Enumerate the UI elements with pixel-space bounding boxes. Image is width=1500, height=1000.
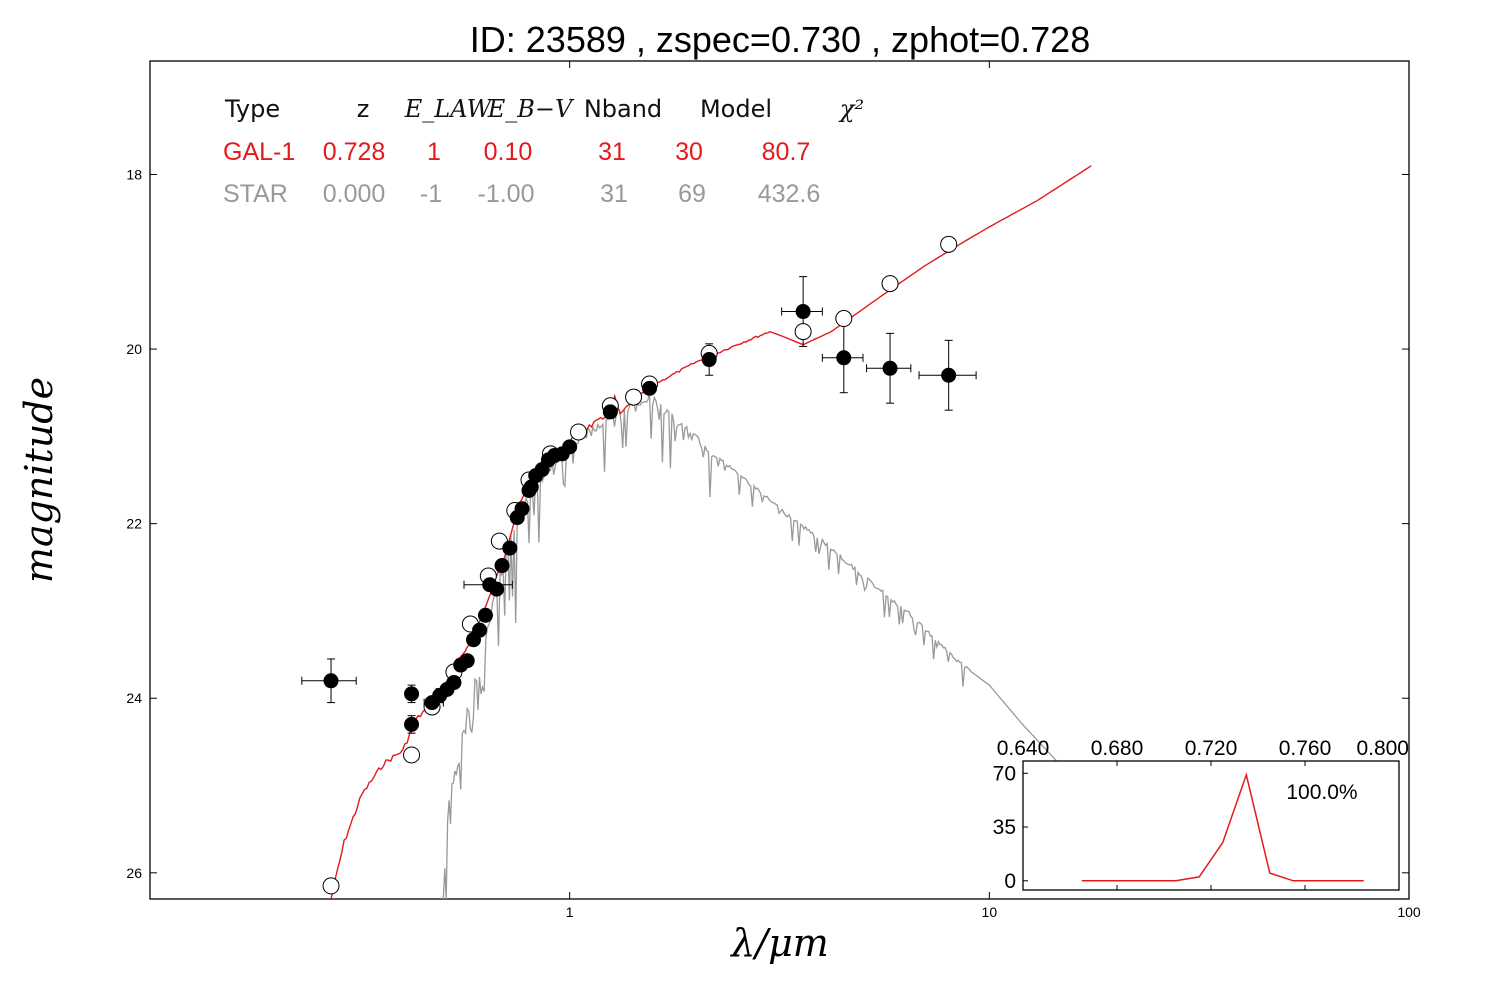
observed-point-30 [836, 350, 852, 366]
x-tick-label-2: 100 [1397, 904, 1421, 920]
y-tick-label-4: 26 [126, 865, 142, 881]
model-magnitude-point-16 [835, 310, 853, 328]
x-tick-label-1: 10 [982, 904, 998, 920]
plot-frame [149, 60, 1410, 900]
table-header-elaw: E_LAW [404, 95, 494, 123]
observed-point-19 [523, 479, 539, 495]
model-magnitude-point-15 [794, 323, 812, 341]
observed-point-29 [795, 304, 811, 320]
model-magnitude-point-1 [403, 746, 421, 764]
observed-point-15 [502, 540, 518, 556]
gal-row-ebv: 0.10 [484, 138, 533, 166]
y-tick-label-1: 20 [126, 341, 142, 357]
inset-pdf-line [1081, 772, 1364, 882]
gal-row-z: 0.728 [323, 138, 386, 166]
model-magnitude-point-0 [322, 877, 340, 895]
model-magnitude-point-12 [625, 388, 643, 406]
inset-y-tick-label-1: 35 [993, 816, 1016, 839]
star-row-nband: 31 [600, 180, 628, 208]
observed-point-27 [642, 380, 658, 396]
table-header-type: Type [224, 95, 280, 123]
inset-y-tick-label-2: 70 [993, 762, 1016, 785]
star-row-ebv: -1.00 [478, 180, 535, 208]
error-bars-layer [301, 276, 977, 734]
y-tick-label-2: 22 [126, 516, 142, 532]
star-row-type: STAR [223, 180, 288, 208]
inset-ticks: 0.640 0.680 0.720 0.760 0.800 0 35 70 [993, 737, 1409, 893]
observed-point-26 [602, 404, 618, 420]
observed-point-0 [323, 673, 339, 689]
observed-point-13 [489, 581, 505, 597]
observed-point-1 [404, 686, 420, 702]
fit-table: Type z E_LAW E_B−V Nband Model χ² GAL-1 … [223, 95, 864, 208]
inset-x-tick-label-3: 0.760 [1279, 737, 1332, 760]
observed-point-8 [459, 653, 475, 669]
inset-frame [1022, 760, 1400, 891]
observed-point-2 [404, 716, 420, 732]
observed-point-31 [882, 360, 898, 376]
observed-point-6 [446, 675, 462, 691]
inset-y-tick-label-0: 0 [1004, 870, 1016, 893]
table-header-z: z [357, 95, 370, 123]
y-tick-label-3: 24 [126, 690, 142, 706]
model-magnitude-point-10 [570, 423, 588, 441]
gal-row-elaw: 1 [427, 138, 441, 166]
observed-point-11 [477, 607, 493, 623]
y-tick-label-0: 18 [126, 166, 142, 182]
observed-point-17 [514, 501, 530, 517]
gal-row-nband: 31 [598, 138, 626, 166]
star-row-z: 0.000 [323, 180, 386, 208]
x-tick-label-0: 1 [566, 904, 574, 920]
table-header-ebv: E_B−V [487, 95, 575, 123]
x-axis-label: λ/μm [729, 921, 829, 965]
observed-point-28 [701, 352, 717, 368]
observed-point-10 [472, 622, 488, 638]
inset-x-tick-label-2: 0.720 [1185, 737, 1238, 760]
chart-title: ID: 23589 , zspec=0.730 , zphot=0.728 [470, 19, 1090, 60]
star-row-elaw: -1 [420, 180, 442, 208]
gal-row-model: 30 [675, 138, 703, 166]
model-magnitude-point-18 [940, 235, 958, 253]
observed-point-25 [562, 439, 578, 455]
inset-x-tick-label-1: 0.680 [1091, 737, 1144, 760]
observed-point-14 [494, 558, 510, 574]
model-magnitude-point-17 [881, 275, 899, 293]
inset-x-tick-label-4: 0.800 [1356, 737, 1409, 760]
gal-row-chi2: 80.7 [762, 138, 811, 166]
table-header-nband: Nband [584, 95, 662, 123]
inset-x-tick-label-0: 0.640 [997, 737, 1050, 760]
observed-point-32 [941, 367, 957, 383]
model-magnitude-layer [322, 235, 958, 895]
inset-line-layer [1081, 772, 1364, 882]
star-row-chi2: 432.6 [758, 180, 821, 208]
observed-points-layer [323, 304, 957, 732]
y-axis-label: magnitude [17, 377, 61, 583]
table-header-model: Model [700, 95, 772, 123]
star-row-model: 69 [678, 180, 706, 208]
galaxy-model-layer [330, 165, 1092, 900]
inset-annotation: 100.0% [1286, 781, 1357, 804]
table-header-chi2: χ² [838, 95, 864, 123]
redshift-pdf-inset: 0.640 0.680 0.720 0.760 0.800 0 35 70 100.0% [993, 737, 1409, 893]
galaxy-model-line [330, 165, 1092, 900]
gal-row-type: GAL-1 [223, 138, 295, 166]
